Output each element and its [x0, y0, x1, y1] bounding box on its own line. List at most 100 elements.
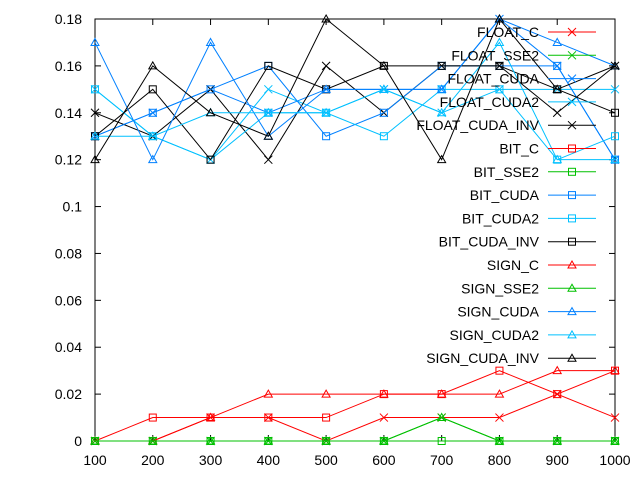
y-tick-label: 0.04 [55, 339, 82, 355]
data-point-bit-cuda-inv [611, 108, 619, 117]
legend-entry-bit-cuda: BIT_CUDA [470, 187, 596, 203]
y-tick-label: 0 [74, 433, 82, 449]
legend-marker-float-cuda2 [567, 97, 577, 107]
x-tick-label: 400 [257, 452, 281, 468]
data-point-bit-cuda-inv [264, 61, 273, 70]
series-line-bit-cuda2 [94, 88, 616, 161]
data-point-sign-sse2 [321, 435, 331, 445]
data-point-bit-cuda [206, 85, 215, 94]
data-point-sign-c [436, 389, 447, 398]
data-point-bit-cuda [553, 61, 562, 70]
data-point-sign-sse2 [263, 435, 274, 445]
data-point-sign-cuda2 [90, 131, 100, 140]
series-layer [90, 13, 620, 446]
x-tick-label: 100 [83, 452, 107, 468]
legend-entry-bit-cuda2: BIT_CUDA2 [462, 210, 596, 226]
legend-entry-float-c: FLOAT_C [477, 24, 596, 40]
series-line-sign-cuda-inv [94, 18, 616, 161]
legend-label-bit-c: BIT_C [499, 141, 539, 157]
legend-label-bit-cuda: BIT_CUDA [470, 187, 540, 203]
series-sign-cuda2 [90, 37, 620, 164]
legend-label-float-c: FLOAT_C [477, 24, 539, 40]
legend-marker-float-c [567, 27, 577, 37]
data-point-bit-cuda2 [379, 132, 388, 141]
series-bit-cuda-inv [91, 61, 619, 164]
data-point-sign-sse2 [494, 435, 505, 445]
y-tick-label: 0.08 [55, 245, 82, 261]
legend-marker-bit-c [568, 144, 576, 153]
data-point-float-cuda-inv [263, 155, 273, 165]
data-point-sign-cuda2 [552, 154, 563, 164]
data-point-sign-cuda2 [147, 131, 158, 140]
data-point-sign-cuda [90, 37, 100, 46]
data-point-sign-sse2 [610, 435, 620, 445]
data-point-bit-cuda-inv [437, 61, 446, 70]
data-point-bit-cuda2 [91, 85, 99, 94]
legend-entry-bit-sse2: BIT_SSE2 [474, 164, 596, 180]
data-point-float-cuda2 [263, 84, 273, 94]
data-point-bit-cuda [379, 108, 388, 117]
plot-axes: 0 0.02 0.04 0.06 0.08 0.1 0.12 0.14 0.16 0.18 100 2… [55, 11, 631, 468]
data-point-sign-sse2 [379, 435, 389, 445]
data-point-float-cuda-inv [90, 108, 100, 118]
legend-marker-float-cuda-inv [567, 120, 577, 130]
series-sign-sse2 [90, 412, 620, 445]
legend-marker-sign-cuda2 [567, 329, 577, 339]
data-point-float-cuda2 [610, 84, 620, 94]
data-point-sign-cuda-inv [552, 84, 563, 93]
data-point-bit-c [553, 390, 562, 399]
data-point-sign-sse2 [205, 435, 216, 445]
data-point-bit-sse2 [437, 437, 446, 445]
y-tick-label: 0.1 [63, 199, 83, 215]
data-point-sign-cuda-inv [436, 154, 447, 164]
data-point-sign-c [494, 389, 505, 398]
data-point-sign-cuda2 [379, 84, 389, 93]
data-point-sign-sse2 [552, 435, 563, 445]
legend-label-float-cuda-inv: FLOAT_CUDA_INV [416, 117, 539, 133]
data-point-sign-cuda [552, 37, 563, 46]
legend-entry-bit-cuda-inv: BIT_CUDA_INV [439, 234, 596, 250]
data-point-bit-cuda-inv [495, 61, 504, 70]
legend-label-sign-sse2: SIGN_SSE2 [461, 280, 539, 296]
legend-marker-float-sse2 [567, 50, 577, 60]
series-line-sign-cuda [94, 18, 616, 161]
data-point-bit-cuda-inv [206, 155, 215, 164]
x-tick-label: 800 [488, 452, 512, 468]
legend-marker-bit-cuda2 [568, 214, 576, 223]
data-point-sign-c [205, 412, 216, 422]
legend-entry-float-cuda-inv: FLOAT_CUDA_INV [416, 117, 596, 133]
legend-entry-float-cuda: FLOAT_CUDA [447, 71, 596, 87]
y-tick-label: 0.18 [55, 11, 82, 27]
data-point-sign-cuda2 [263, 107, 274, 117]
legend-marker-bit-cuda [568, 191, 576, 200]
data-point-sign-c [610, 365, 620, 375]
legend-marker-sign-cuda [567, 306, 577, 316]
series-line-sign-sse2 [95, 417, 615, 442]
series-bit-c [91, 366, 619, 445]
data-point-sign-c [379, 389, 389, 398]
legend-entry-float-cuda2: FLOAT_CUDA2 [440, 94, 596, 110]
legend-marker-sign-cuda-inv [567, 353, 577, 362]
data-point-sign-cuda-inv [321, 13, 331, 23]
legend: FLOAT_C FLOAT_SSE2 FLOAT_CUDA FLOAT_CUDA2 FL… [416, 24, 596, 366]
y-tick-label: 0.16 [55, 58, 82, 74]
data-point-sign-cuda-inv [494, 13, 505, 23]
y-tick-label: 0.12 [55, 152, 82, 168]
data-point-bit-cuda2 [495, 85, 504, 94]
data-point-sign-sse2 [436, 412, 447, 422]
legend-marker-float-cuda [567, 74, 577, 83]
data-point-sign-cuda-inv [610, 60, 620, 70]
legend-label-float-cuda2: FLOAT_CUDA2 [440, 94, 540, 110]
data-point-sign-cuda2 [321, 107, 331, 117]
series-line-sign-c [95, 370, 615, 442]
legend-entry-sign-cuda-inv: SIGN_CUDA_INV [426, 350, 596, 366]
y-tick-label: 0.02 [55, 386, 82, 402]
x-tick-label: 500 [314, 452, 338, 468]
data-point-sign-cuda-inv [263, 131, 274, 140]
legend-label-bit-cuda2: BIT_CUDA2 [462, 210, 539, 226]
x-tick-label: 200 [141, 452, 165, 468]
x-tick-label: 700 [430, 452, 454, 468]
data-point-float-c [610, 413, 620, 422]
legend-label-float-sse2: FLOAT_SSE2 [451, 47, 539, 63]
